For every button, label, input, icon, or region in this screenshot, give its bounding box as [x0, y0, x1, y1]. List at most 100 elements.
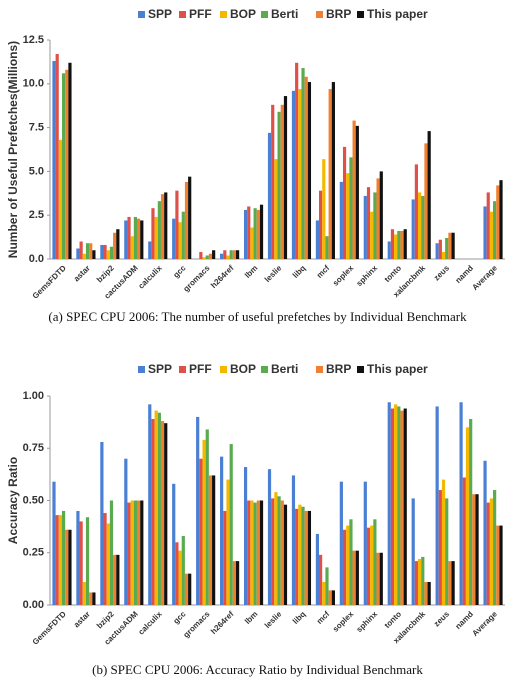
bar — [247, 500, 251, 605]
y-axis-title: Accuracy Ratio — [6, 457, 20, 544]
bar — [462, 477, 466, 605]
bar — [232, 561, 236, 605]
bar — [421, 556, 425, 605]
legend-swatch — [179, 11, 186, 18]
x-tick-label: leslie — [263, 263, 284, 284]
legend-swatch — [220, 11, 227, 18]
bar — [435, 406, 439, 605]
legend-label: This paper — [367, 362, 428, 376]
bar — [483, 206, 487, 259]
bar — [400, 230, 404, 259]
bar — [363, 195, 367, 259]
bar — [212, 475, 216, 605]
bar — [435, 243, 439, 259]
bar — [259, 500, 264, 605]
legend-swatch — [261, 11, 268, 18]
bar — [124, 220, 128, 259]
bar — [438, 239, 442, 259]
bar — [307, 510, 312, 605]
bar — [376, 178, 380, 259]
bar — [315, 533, 320, 605]
bar — [116, 554, 120, 605]
legend-swatch — [220, 366, 227, 373]
bar — [352, 120, 356, 259]
x-tick-label: Average — [470, 609, 499, 638]
bar — [370, 525, 374, 605]
caption: (a) SPEC CPU 2006: The number of useful … — [48, 309, 467, 324]
bar — [148, 241, 152, 259]
bar — [366, 187, 371, 259]
bar — [253, 502, 257, 605]
bar — [496, 185, 500, 259]
bar — [208, 253, 213, 259]
bar — [445, 498, 449, 605]
x-tick-label: namd — [454, 263, 476, 285]
bar — [235, 250, 240, 259]
bar — [205, 255, 209, 259]
bar — [274, 159, 278, 259]
y-tick-label: 5.0 — [29, 165, 44, 177]
bar — [448, 232, 452, 259]
bar — [127, 502, 131, 605]
bar — [85, 517, 90, 605]
bar — [157, 201, 161, 259]
bar — [154, 410, 158, 605]
bar — [414, 561, 418, 605]
bar — [199, 458, 203, 605]
bar — [342, 146, 347, 259]
bar — [229, 444, 233, 605]
bar — [250, 227, 254, 259]
bar — [499, 525, 503, 605]
legend-label: PFF — [189, 362, 212, 376]
bar — [52, 481, 56, 605]
bar — [355, 550, 359, 605]
x-tick-label: bzip2 — [95, 263, 116, 284]
bar — [208, 475, 213, 605]
bar — [172, 218, 176, 259]
bar — [243, 209, 248, 259]
bar — [291, 475, 296, 605]
bar — [427, 582, 431, 605]
bar — [424, 143, 428, 259]
legend-swatch — [138, 11, 145, 18]
x-tick-label: sphinx — [355, 609, 380, 634]
caption: (b) SPEC CPU 2006: Accuracy Ratio by Ind… — [92, 662, 423, 677]
x-tick-label: GemsFDTD — [31, 263, 68, 300]
x-tick-label: zeus — [432, 263, 451, 282]
bar — [493, 201, 497, 259]
bar — [304, 510, 308, 605]
bar — [339, 181, 343, 259]
bar — [379, 171, 383, 259]
legend-label: Berti — [271, 7, 298, 21]
bar — [277, 111, 281, 259]
bar — [397, 406, 401, 605]
bar — [220, 253, 224, 259]
bar — [130, 500, 134, 605]
legend-label: Berti — [271, 362, 298, 376]
bar — [451, 232, 455, 259]
bar — [465, 427, 470, 605]
bar — [113, 554, 117, 605]
x-tick-label: gromacs — [182, 263, 212, 293]
bar — [307, 82, 312, 259]
bar — [301, 68, 305, 259]
x-tick-label: gcc — [171, 609, 188, 626]
bar — [342, 529, 347, 605]
bar — [328, 89, 332, 259]
x-tick-label: libq — [291, 609, 307, 625]
y-tick-label: 2.5 — [29, 209, 44, 221]
bar — [331, 590, 335, 605]
bar — [212, 250, 216, 259]
bar — [178, 550, 182, 605]
bar — [483, 460, 487, 605]
bar — [133, 500, 138, 605]
bar — [89, 592, 93, 605]
legend-swatch — [316, 366, 323, 373]
y-tick-label: 12.5 — [23, 34, 44, 46]
x-tick-label: mcf — [315, 609, 332, 626]
bar — [445, 237, 449, 259]
x-tick-label: gcc — [171, 263, 188, 280]
bar — [52, 61, 56, 259]
bar — [325, 567, 329, 605]
